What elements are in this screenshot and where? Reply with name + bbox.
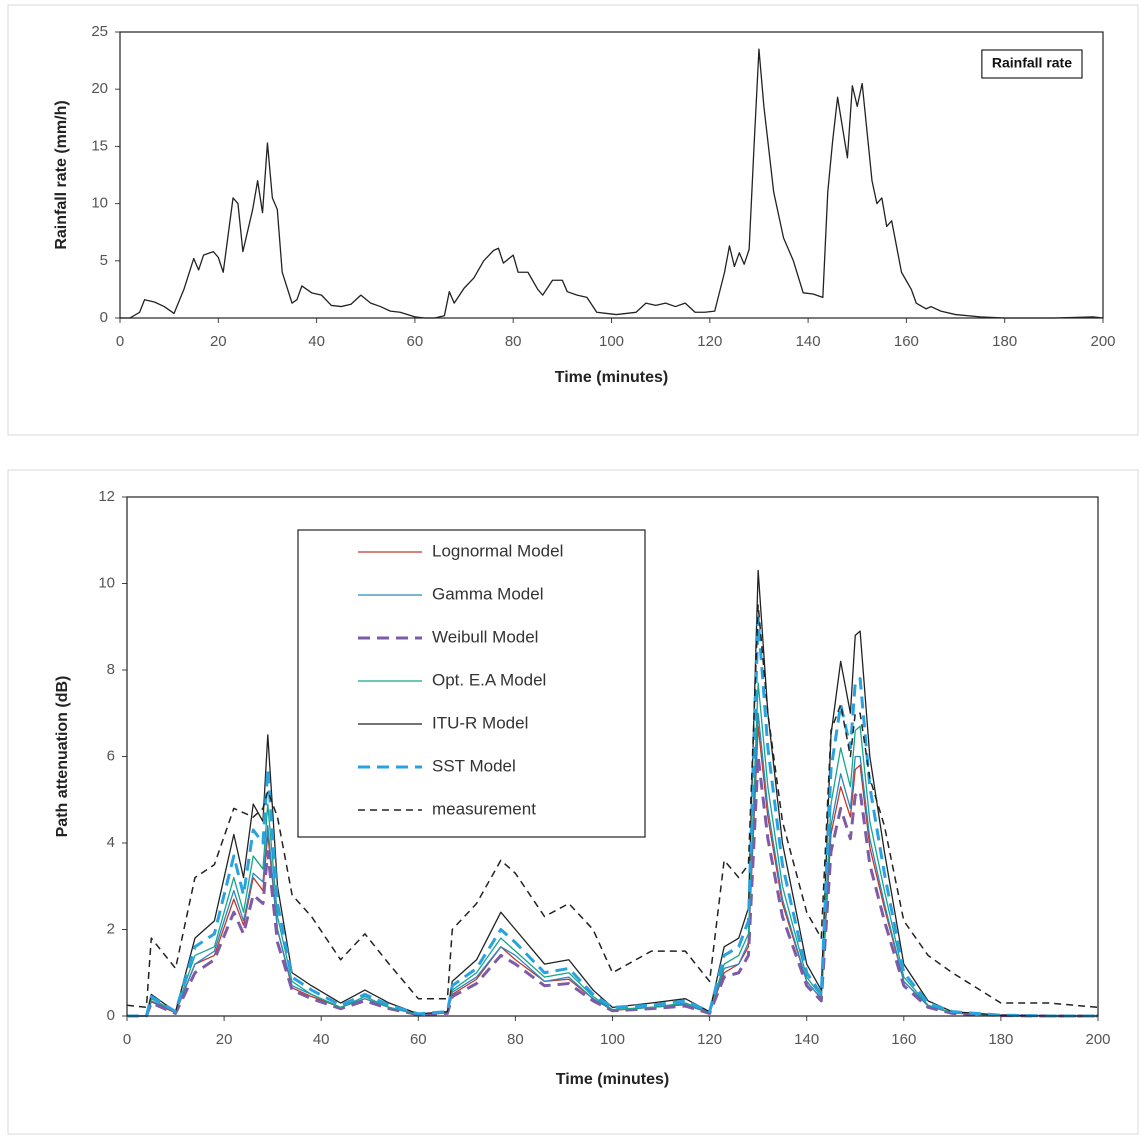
legend-box [297, 529, 646, 838]
x-tick-label: 80 [505, 333, 522, 350]
y-tick-label: 0 [107, 1007, 115, 1024]
series-line [120, 48, 1104, 319]
x-tick-label: 0 [123, 1031, 131, 1048]
y-tick-label: 20 [91, 80, 108, 97]
y-tick-label: 0 [100, 309, 108, 326]
x-tick-label: 0 [116, 333, 124, 350]
y-tick-label: 10 [98, 574, 115, 591]
y-axis-label: Rainfall rate (mm/h) [53, 100, 70, 249]
x-tick-label: 160 [894, 333, 919, 350]
x-tick-label: 120 [697, 1031, 722, 1048]
x-tick-label: 100 [599, 333, 624, 350]
x-tick-label: 180 [988, 1031, 1013, 1048]
y-axis-label: Path attenuation (dB) [54, 676, 71, 838]
legend-label: Weibull Model [432, 627, 538, 646]
legend-label: Lognormal Model [432, 541, 563, 560]
x-tick-label: 60 [410, 1031, 427, 1048]
x-tick-label: 200 [1085, 1031, 1110, 1048]
plot-frame [126, 496, 1099, 1017]
x-tick-label: 80 [507, 1031, 524, 1048]
legend-label: Opt. E.A Model [432, 670, 546, 689]
y-tick-label: 4 [107, 834, 115, 851]
x-tick-label: 200 [1090, 333, 1115, 350]
y-tick-label: 2 [107, 920, 115, 937]
legend-box [981, 49, 1083, 79]
x-tick-label: 20 [216, 1031, 233, 1048]
y-tick-label: 6 [107, 747, 115, 764]
x-tick-label: 180 [992, 333, 1017, 350]
plot-frame [119, 31, 1104, 319]
x-tick-label: 140 [796, 333, 821, 350]
y-tick-label: 5 [100, 252, 108, 269]
legend: Lognormal Model Gamma Model Weibull Model O… [297, 529, 646, 838]
x-tick-label: 40 [313, 1031, 330, 1048]
series-line [126, 604, 1099, 1009]
y-tick-label: 25 [91, 23, 108, 40]
x-tick-label: 160 [891, 1031, 916, 1048]
legend: Rainfall rate [981, 49, 1083, 79]
x-axis-label: Time (minutes) [556, 1071, 670, 1088]
y-tick-label: 10 [91, 195, 108, 212]
x-tick-label: 20 [210, 333, 227, 350]
x-tick-label: 140 [794, 1031, 819, 1048]
legend-label: ITU-R Model [432, 713, 528, 732]
series-line [127, 755, 1098, 1018]
x-tick-label: 100 [600, 1031, 625, 1048]
y-tick-label: 15 [91, 137, 108, 154]
legend-label: measurement [432, 799, 536, 818]
y-tick-label: 12 [98, 488, 115, 505]
legend-label: Gamma Model [432, 584, 543, 603]
panel-border [7, 4, 1139, 436]
x-tick-label: 40 [308, 333, 325, 350]
legend-label: SST Model [432, 756, 516, 775]
series-line [127, 569, 1098, 1017]
y-tick-label: 8 [107, 661, 115, 678]
x-axis-label: Time (minutes) [555, 369, 669, 386]
legend-label: Rainfall rate [992, 55, 1072, 71]
x-tick-label: 60 [407, 333, 424, 350]
series-line [127, 682, 1098, 1017]
x-tick-label: 120 [697, 333, 722, 350]
series-line [127, 712, 1098, 1017]
series-line [127, 616, 1098, 1018]
